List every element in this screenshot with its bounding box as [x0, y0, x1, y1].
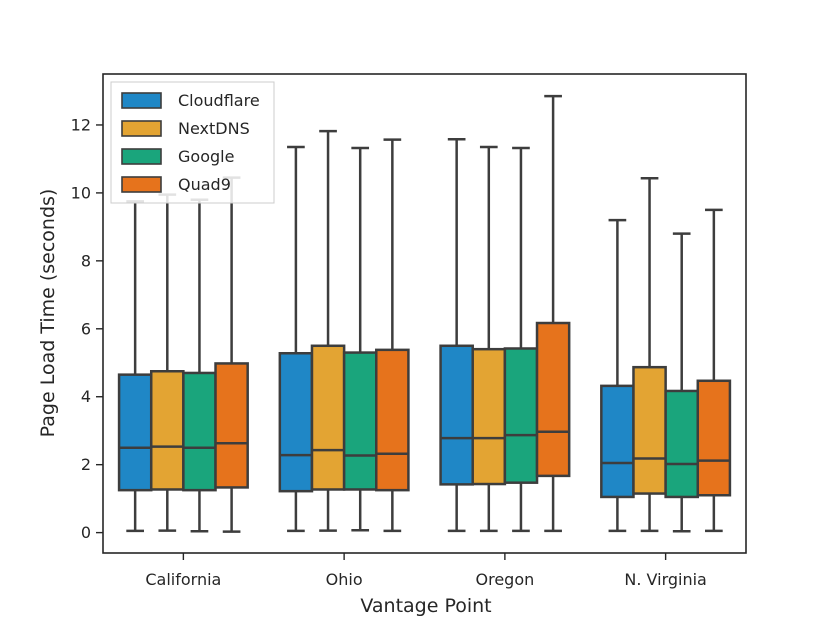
box-cloudflare [600, 218, 635, 533]
box-iqr [149, 370, 185, 491]
x-axis-label: Vantage Point [360, 595, 491, 617]
x-tick-label: Oregon [476, 570, 535, 589]
y-tick-label: 0 [81, 523, 91, 542]
legend-items: Cloudflare NextDNS Google Quad9 [121, 91, 260, 194]
box-nextdns [632, 177, 667, 533]
box-iqr [342, 351, 378, 491]
legend-label: Google [178, 147, 234, 166]
box-google [182, 198, 217, 533]
box-quad9 [696, 208, 732, 533]
legend-swatch [121, 120, 162, 137]
box-iqr [600, 384, 635, 499]
legend-swatch [121, 92, 162, 109]
box-quad9 [535, 94, 571, 533]
box-iqr [632, 365, 667, 495]
y-tick-label: 10 [71, 183, 91, 202]
x-tick-label: N. Virginia [624, 570, 706, 589]
box-iqr [439, 344, 474, 486]
box-iqr [375, 348, 410, 492]
y-tick-label: 6 [81, 319, 91, 338]
box-nextdns [149, 193, 185, 532]
box-cloudflare [439, 137, 474, 533]
y-tick-label: 12 [71, 115, 91, 134]
box-cloudflare [278, 145, 314, 533]
y-tick-label: 2 [81, 455, 91, 474]
box-iqr [182, 371, 217, 492]
box-quad9 [214, 176, 249, 533]
legend-label: Cloudflare [178, 91, 260, 110]
box-nextdns [310, 129, 346, 532]
box-iqr [664, 389, 700, 499]
box-iqr [696, 379, 732, 497]
box-iqr [310, 344, 346, 491]
boxes-layer [117, 94, 732, 533]
box-cloudflare [117, 200, 153, 533]
y-tick-label: 4 [81, 387, 91, 406]
legend-label: NextDNS [178, 119, 250, 138]
legend-swatch [121, 148, 162, 165]
box-iqr [471, 347, 507, 486]
y-axis-label: Page Load Time (seconds) [37, 189, 59, 438]
box-google [503, 146, 539, 533]
box-iqr [278, 351, 314, 493]
box-iqr [503, 347, 539, 484]
box-google [342, 146, 378, 532]
plot-frame [102, 73, 747, 554]
box-google [664, 232, 700, 533]
x-axis: California Ohio Oregon N. Virginia [145, 553, 707, 589]
y-axis: 0 2 4 6 8 10 12 [71, 115, 103, 542]
box-iqr [214, 362, 249, 489]
box-iqr [535, 321, 571, 478]
box-nextdns [471, 145, 507, 533]
y-tick-label: 8 [81, 251, 91, 270]
legend-swatch [121, 176, 162, 193]
box-iqr [117, 373, 153, 492]
x-tick-label: California [145, 570, 221, 589]
legend: Cloudflare NextDNS Google Quad9 [110, 81, 275, 204]
legend-label: Quad9 [178, 175, 231, 194]
box-quad9 [375, 138, 410, 533]
x-tick-label: Ohio [326, 570, 363, 589]
